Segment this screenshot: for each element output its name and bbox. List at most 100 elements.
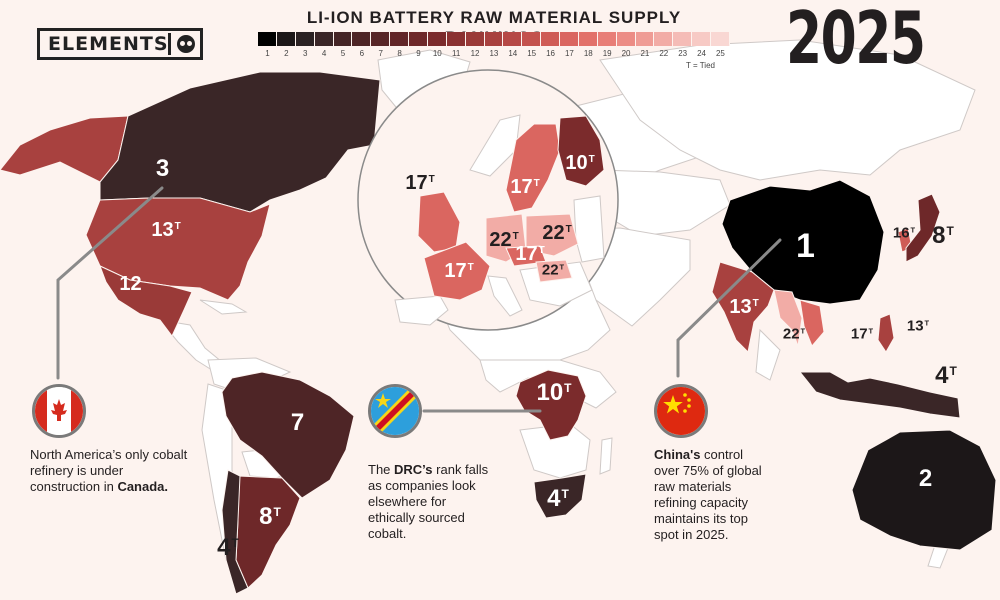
scale-swatch-14 <box>503 32 523 46</box>
spain-shape <box>394 295 449 326</box>
rank-label-mexico: 12 <box>119 273 142 295</box>
scale-swatch-19 <box>597 32 617 46</box>
china-callout-line <box>676 238 782 378</box>
indonesia-shape <box>798 371 961 419</box>
scale-number: 1 <box>265 49 270 58</box>
caribbean-shape <box>199 299 248 315</box>
scale-swatch-24 <box>692 32 711 46</box>
scale-number: 8 <box>397 49 402 58</box>
rank-label-argentina: 8T <box>259 503 281 530</box>
scale-swatch-15 <box>522 32 542 46</box>
rank-label-hungary: 22T <box>541 261 565 279</box>
southeast-asia-shape <box>755 328 781 381</box>
scale-swatch-17 <box>560 32 579 46</box>
scale-swatch-12 <box>465 32 485 46</box>
rank-label-france: 17T <box>444 260 474 282</box>
scale-swatch-13 <box>484 32 504 46</box>
canada-callout-line <box>56 186 164 380</box>
finland-shape <box>557 115 605 187</box>
scale-swatch-11 <box>446 32 466 46</box>
canada-shape <box>99 71 381 213</box>
rank-scale-numbers: 1 2 3 4 5 6 7 8 9 10 11 12 13 14 15 16 17 18 19 20 21 22 23 24 2… <box>258 49 730 58</box>
drc-shape <box>515 369 587 441</box>
scale-number: 10 <box>432 49 442 58</box>
scale-number: 13 <box>489 49 499 58</box>
visual-capitalist-logo-icon <box>177 35 195 53</box>
china-callout-text: China's control over 75% of global raw m… <box>654 447 762 542</box>
italy-shape <box>487 275 523 317</box>
rank-label-sweden: 17T <box>510 176 540 198</box>
scale-number: 2 <box>284 49 289 58</box>
scale-number: 7 <box>378 49 383 58</box>
central-asia-shape <box>599 169 731 237</box>
argentina-shape <box>235 475 301 589</box>
philippines-shape <box>877 313 895 353</box>
rank-label-uk: 17T <box>405 172 435 194</box>
scale-swatch-20 <box>616 32 636 46</box>
scale-number: 3 <box>302 49 308 58</box>
scale-swatch-22 <box>654 32 674 46</box>
scale-number: 6 <box>359 49 365 58</box>
rank-color-scale <box>258 32 730 46</box>
europe-inset <box>357 69 619 331</box>
rank-label-drc: 10T <box>536 379 572 406</box>
rank-label-poland: 22T <box>542 222 572 244</box>
scale-number: 22 <box>659 49 669 58</box>
scale-number: 12 <box>470 49 480 58</box>
rank-label-thailand: 22T <box>782 325 806 343</box>
rank-label-brazil: 7 <box>290 409 305 436</box>
scale-number: 21 <box>640 49 650 58</box>
rank-label-chile: 4T <box>217 534 239 561</box>
rank-label-usa: 13T <box>151 219 181 241</box>
scale-swatch-10 <box>427 32 447 46</box>
drc-flag-icon <box>368 384 422 438</box>
scale-swatch-7 <box>371 32 391 46</box>
scale-swatch-1 <box>258 32 277 46</box>
scale-swatch-8 <box>390 32 409 46</box>
chile-shape <box>221 469 249 595</box>
rank-label-japan: 8T <box>932 222 954 249</box>
rank-label-philippines: 13T <box>906 317 930 335</box>
scale-number: 16 <box>546 49 556 58</box>
rank-label-czechia: 17T <box>515 243 545 265</box>
france-shape <box>423 241 491 301</box>
rank-label-australia: 2 <box>918 465 933 492</box>
scale-swatch-6 <box>352 32 372 46</box>
canada-flag-icon <box>32 384 86 438</box>
mexico-shape <box>99 265 193 337</box>
scale-swatch-18 <box>578 32 598 46</box>
scale-swatch-5 <box>333 32 353 46</box>
scale-swatch-3 <box>295 32 315 46</box>
logo-divider <box>168 33 171 55</box>
scale-number: 17 <box>564 49 574 58</box>
scale-number: 14 <box>508 49 518 58</box>
poland-shape <box>525 213 579 257</box>
scale-number: 23 <box>678 49 688 58</box>
australia-shape <box>851 429 997 551</box>
scale-swatch-2 <box>276 32 296 46</box>
china-shape <box>721 179 885 305</box>
rank-label-china: 1 <box>796 227 815 265</box>
canada-callout-text: North America’s only cobalt refinery is … <box>30 447 188 494</box>
madagascar-shape <box>599 437 613 475</box>
scale-number: 5 <box>340 49 346 58</box>
japan-shape <box>905 193 941 263</box>
scale-swatch-16 <box>541 32 560 46</box>
drc-callout-text: The DRC’s rank falls as companies look e… <box>368 462 489 541</box>
scale-number: 9 <box>416 49 421 58</box>
scale-number: 19 <box>602 49 612 58</box>
year-label: 2025 <box>786 0 926 80</box>
rank-label-indonesia: 4T <box>935 362 957 389</box>
brazil-shape <box>221 371 355 499</box>
rank-label-south-africa: 4T <box>547 485 569 512</box>
scale-swatch-9 <box>409 32 428 46</box>
elements-logo: ELEMENTS <box>37 28 203 60</box>
scale-number: 20 <box>621 49 631 58</box>
rank-label-india: 13T <box>729 296 759 318</box>
rank-label-vietnam: 17T <box>850 325 874 343</box>
scale-number: 24 <box>697 49 707 58</box>
scale-swatch-23 <box>673 32 693 46</box>
rank-label-finland: 10T <box>565 152 595 174</box>
